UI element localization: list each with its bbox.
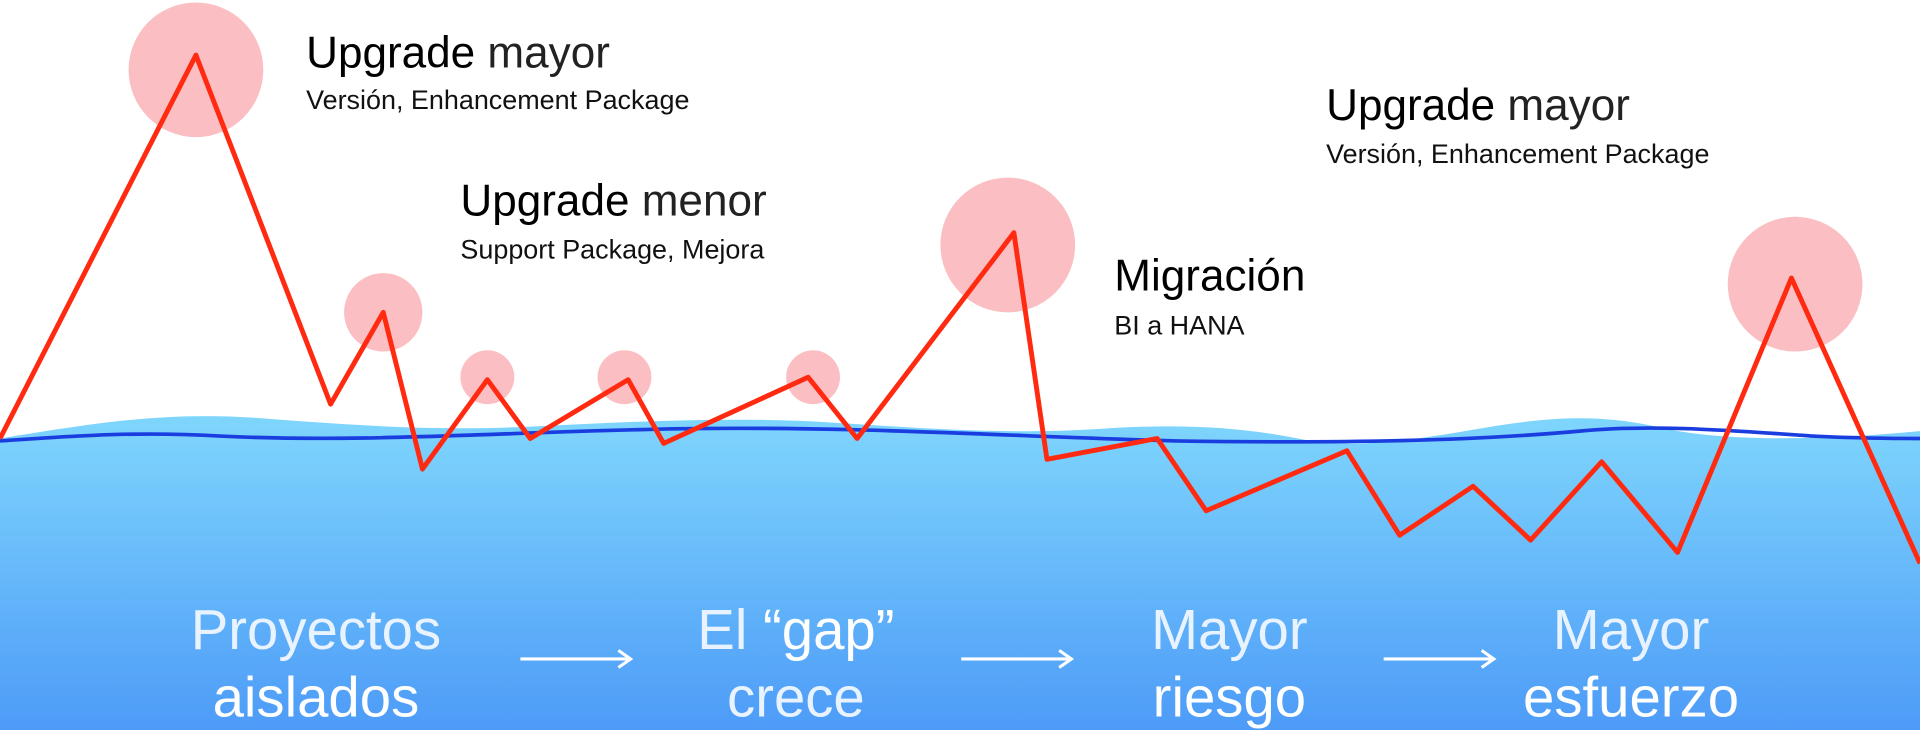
stage-line1: Proyectos — [191, 598, 441, 661]
label-rest: mayor — [487, 28, 609, 77]
label-strong: Migración — [1114, 251, 1305, 300]
label-title: Upgrade mayor — [1326, 81, 1630, 130]
stage-line2: aislados — [213, 666, 420, 729]
label-strong: Upgrade — [460, 177, 629, 226]
stage-line1: Mayor — [1151, 598, 1307, 661]
stage-line1: El “gap” — [697, 598, 894, 661]
circle — [128, 2, 264, 138]
red-line — [0, 52, 1920, 565]
label-title: Upgrade menor — [460, 177, 766, 226]
circle — [940, 177, 1076, 313]
arrow — [520, 649, 634, 669]
label-rest: menor — [642, 177, 767, 226]
label-sub: Versión, Enhancement Package — [306, 85, 689, 115]
stage-line2: riesgo — [1153, 666, 1306, 729]
stage-line2: crece — [727, 666, 865, 729]
arrows — [520, 649, 1497, 669]
stage-strong: “gap” — [763, 598, 894, 661]
label-sub: Versión, Enhancement Package — [1326, 139, 1709, 169]
stage-line1: Mayor — [1553, 598, 1709, 661]
label-title: Upgrade mayor — [306, 28, 610, 77]
circle — [786, 350, 840, 405]
label-strong: Upgrade — [1326, 81, 1495, 130]
label-sub: BI a HANA — [1114, 310, 1244, 340]
circle — [597, 350, 652, 405]
stage-line2: esfuerzo — [1523, 666, 1739, 729]
label-strong: Upgrade — [306, 28, 475, 77]
label-title: Migración — [1114, 251, 1305, 300]
stage-text: El — [697, 598, 747, 661]
water — [0, 416, 1920, 730]
label-rest: mayor — [1507, 81, 1629, 130]
arrow — [1383, 649, 1497, 669]
label-sub: Support Package, Mejora — [460, 234, 764, 264]
arrow — [961, 649, 1075, 669]
